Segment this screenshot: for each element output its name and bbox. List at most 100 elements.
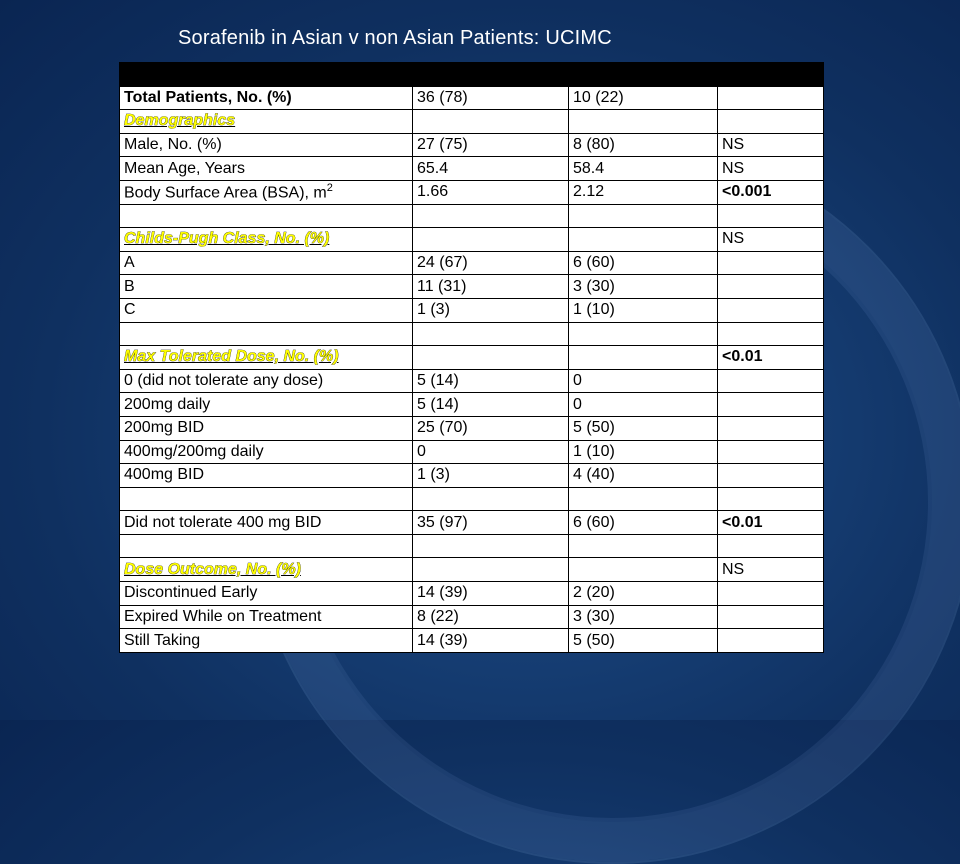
section-title-childs-pugh: Childs-Pugh Class, No. (%) <box>124 230 330 248</box>
table-row: 0 (did not tolerate any dose) 5 (14) 0 <box>119 368 824 394</box>
cell-label: C <box>119 297 413 323</box>
table-row: A 24 (67) 6 (60) <box>119 250 824 276</box>
cell-empty <box>717 533 824 559</box>
section-label: Childs-Pugh Class, No. (%) <box>119 227 413 252</box>
cell-p <box>717 274 824 299</box>
table-row-total: Total Patients, No. (%) 36 (78) 10 (22) <box>119 85 824 111</box>
cell-label: Still Taking <box>119 628 413 653</box>
cell-label: 0 (did not tolerate any dose) <box>119 368 413 394</box>
table-row: 200mg daily 5 (14) 0 <box>119 392 824 417</box>
cell-non-asian: 5 (50) <box>568 415 718 441</box>
cell-p <box>717 297 824 323</box>
cell-p <box>717 628 824 653</box>
cell-non-asian: 4 (40) <box>568 463 718 488</box>
cell-empty <box>568 486 718 512</box>
table-row: Body Surface Area (BSA), m2 1.66 2.12 <0… <box>119 179 824 205</box>
cell-empty <box>412 227 569 252</box>
cell-p: NS <box>717 227 824 252</box>
cell-empty <box>568 345 718 370</box>
cell-label: Did not tolerate 400 mg BID <box>119 510 413 535</box>
section-label: Dose Outcome, No. (%) <box>119 557 413 583</box>
header-row: Asian Non-Asian p <box>119 62 824 87</box>
cell-non-asian: 2.12 <box>568 179 718 205</box>
cell-empty <box>568 533 718 559</box>
cell-non-asian: 2 (20) <box>568 581 718 606</box>
cell-p <box>717 392 824 417</box>
section-row-childs-pugh: Childs-Pugh Class, No. (%) NS <box>119 227 824 252</box>
header-p: p <box>717 62 824 87</box>
cell-empty <box>412 321 569 347</box>
cell-asian: 5 (14) <box>412 392 569 417</box>
cell-asian: 1 (3) <box>412 297 569 323</box>
data-table: Asian Non-Asian p Total Patients, No. (%… <box>119 62 824 653</box>
cell-asian: 0 <box>412 439 569 465</box>
cell-empty <box>568 203 718 229</box>
cell-empty <box>717 321 824 347</box>
cell-asian: 5 (14) <box>412 368 569 394</box>
cell-label: 200mg daily <box>119 392 413 417</box>
cell-label: Total Patients, No. (%) <box>119 85 413 111</box>
section-row-max-dose: Max Tolerated Dose, No. (%) <0.01 <box>119 345 824 370</box>
cell-non-asian: 0 <box>568 392 718 417</box>
cell-label: 400mg BID <box>119 463 413 488</box>
cell-empty <box>568 557 718 583</box>
section-title-demographics: Demographics <box>124 112 236 130</box>
table-row: 200mg BID 25 (70) 5 (50) <box>119 415 824 441</box>
table-row: C 1 (3) 1 (10) <box>119 297 824 323</box>
cell-empty <box>568 227 718 252</box>
cell-non-asian: 3 (30) <box>568 604 718 630</box>
cell-empty <box>412 486 569 512</box>
cell-p: NS <box>717 156 824 181</box>
cell-non-asian: 6 (60) <box>568 510 718 535</box>
cell-label: Body Surface Area (BSA), m2 <box>119 179 413 205</box>
spacer-row <box>119 486 824 512</box>
cell-empty <box>119 203 413 229</box>
section-title-dose-outcome: Dose Outcome, No. (%) <box>124 560 302 578</box>
header-non-asian: Non-Asian <box>568 62 718 87</box>
header-empty <box>119 62 413 87</box>
cell-empty <box>412 557 569 583</box>
table-row: Mean Age, Years 65.4 58.4 NS <box>119 156 824 181</box>
cell-empty <box>119 486 413 512</box>
cell-asian: 14 (39) <box>412 628 569 653</box>
bsa-superscript: 2 <box>326 182 333 195</box>
table-row: 400mg/200mg daily 0 1 (10) <box>119 439 824 465</box>
bsa-label: Body Surface Area (BSA), m <box>124 184 327 202</box>
slide-title: Sorafenib in Asian v non Asian Patients:… <box>178 27 612 49</box>
cell-asian: 11 (31) <box>412 274 569 299</box>
cell-p <box>717 581 824 606</box>
cell-empty <box>568 321 718 347</box>
cell-asian: 35 (97) <box>412 510 569 535</box>
cell-non-asian: 10 (22) <box>568 85 718 111</box>
cell-asian: 14 (39) <box>412 581 569 606</box>
cell-label: A <box>119 250 413 276</box>
cell-p <box>717 85 824 111</box>
cell-empty <box>119 321 413 347</box>
cell-p: NS <box>717 557 824 583</box>
cell-label: Mean Age, Years <box>119 156 413 181</box>
cell-p: NS <box>717 132 824 158</box>
cell-p: <0.01 <box>717 510 824 535</box>
cell-empty <box>412 203 569 229</box>
cell-asian: 8 (22) <box>412 604 569 630</box>
header-asian: Asian <box>412 62 569 87</box>
cell-non-asian: 1 (10) <box>568 439 718 465</box>
section-title-max-dose: Max Tolerated Dose, No. (%) <box>124 348 339 366</box>
table-row: Still Taking 14 (39) 5 (50) <box>119 628 824 653</box>
cell-p: <0.001 <box>717 179 824 205</box>
table-row: Discontinued Early 14 (39) 2 (20) <box>119 581 824 606</box>
cell-asian: 1 (3) <box>412 463 569 488</box>
cell-p <box>717 415 824 441</box>
section-label: Max Tolerated Dose, No. (%) <box>119 345 413 370</box>
cell-empty <box>717 203 824 229</box>
cell-asian: 1.66 <box>412 179 569 205</box>
cell-label: Expired While on Treatment <box>119 604 413 630</box>
cell-non-asian: 3 (30) <box>568 274 718 299</box>
cell-p <box>717 604 824 630</box>
cell-non-asian: 0 <box>568 368 718 394</box>
cell-asian: 36 (78) <box>412 85 569 111</box>
cell-non-asian: 6 (60) <box>568 250 718 276</box>
section-row-dose-outcome: Dose Outcome, No. (%) NS <box>119 557 824 583</box>
section-row-demographics: Demographics <box>119 109 824 134</box>
cell-asian: 24 (67) <box>412 250 569 276</box>
